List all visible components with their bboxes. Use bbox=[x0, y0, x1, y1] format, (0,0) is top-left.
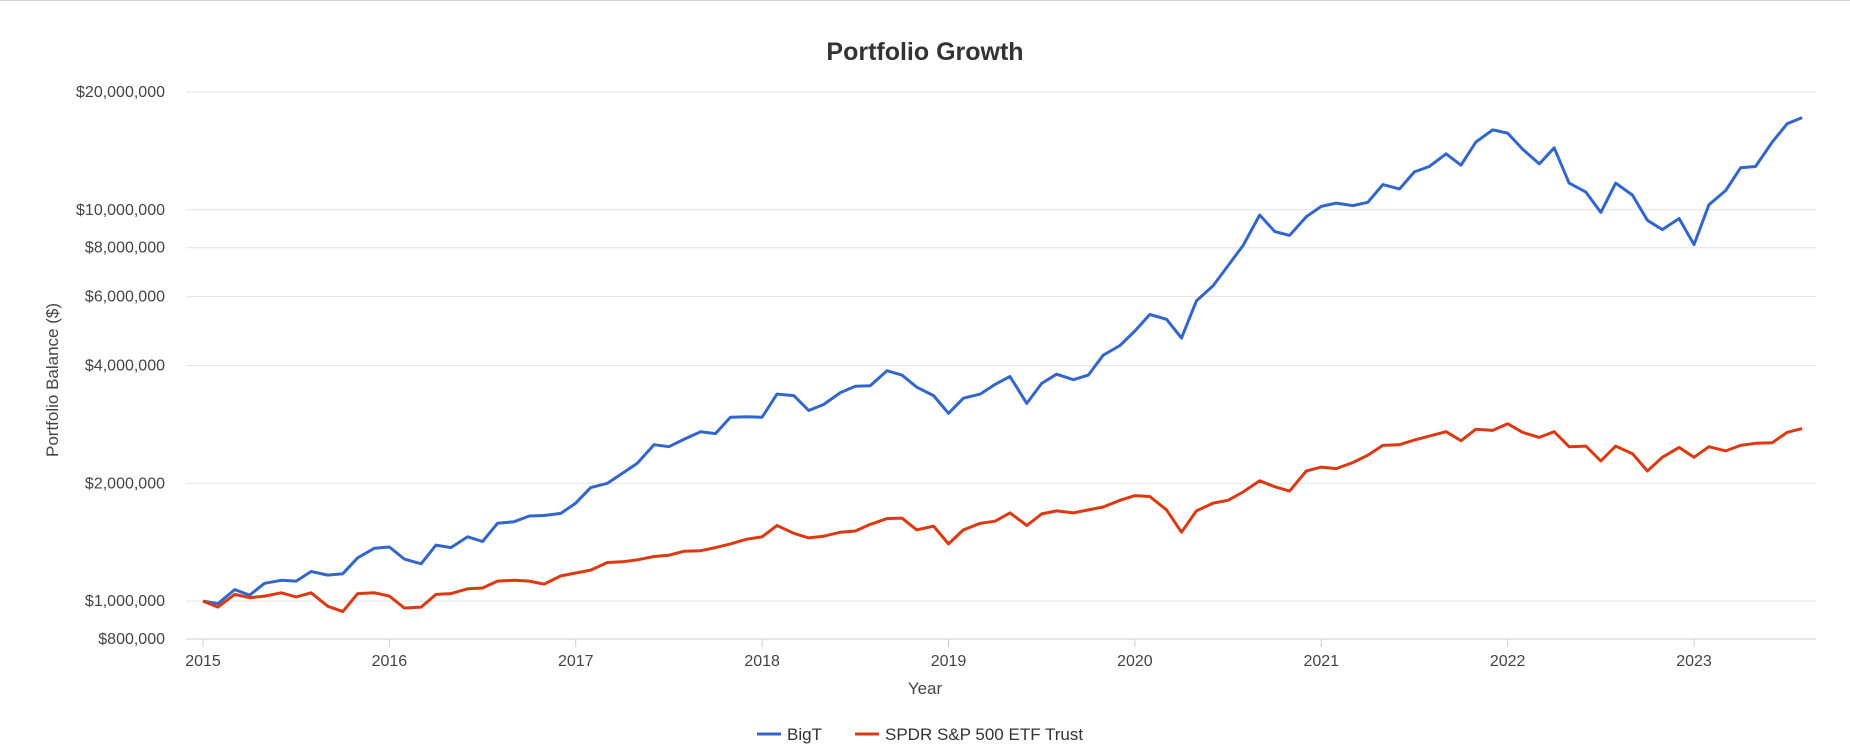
x-tick-label: 2023 bbox=[1676, 653, 1712, 670]
legend: BigT SPDR S&P 500 ETF Trust bbox=[757, 725, 1083, 744]
chart-title: Portfolio Growth bbox=[826, 38, 1023, 66]
x-tick-label: 2015 bbox=[185, 653, 221, 670]
x-tick-label: 2022 bbox=[1490, 653, 1526, 670]
series-lines bbox=[202, 116, 1803, 614]
x-tick-label: 2019 bbox=[931, 653, 967, 670]
y-axis-label: Portfolio Balance ($) bbox=[43, 303, 62, 457]
legend-item-label[interactable]: BigT bbox=[787, 725, 822, 744]
x-tick-label: 2020 bbox=[1117, 653, 1153, 670]
y-tick-label: $4,000,000 bbox=[85, 358, 165, 375]
series-line-spdr-sp500[interactable] bbox=[202, 422, 1803, 614]
grid-lines bbox=[186, 91, 1816, 640]
x-tick-label: 2018 bbox=[744, 653, 780, 670]
x-tick-label: 2021 bbox=[1303, 653, 1339, 670]
x-tick-label: 2016 bbox=[372, 653, 408, 670]
y-tick-label: $1,000,000 bbox=[85, 593, 165, 610]
x-axis-ticks: 2015 2016 2017 2018 2019 2020 2021 2022 2023 bbox=[185, 639, 1712, 670]
x-tick-label: 2017 bbox=[558, 653, 594, 670]
y-tick-label: $20,000,000 bbox=[76, 84, 165, 101]
y-tick-label: $10,000,000 bbox=[76, 202, 165, 219]
x-axis-label: Year bbox=[908, 679, 943, 698]
y-axis-ticks: $800,000 $1,000,000 $2,000,000 $4,000,000 $6… bbox=[76, 84, 165, 648]
y-tick-label: $2,000,000 bbox=[85, 475, 165, 492]
y-tick-label: $8,000,000 bbox=[85, 240, 165, 257]
series-line-bigt[interactable] bbox=[202, 116, 1803, 606]
legend-item-label[interactable]: SPDR S&P 500 ETF Trust bbox=[885, 725, 1083, 744]
y-tick-label: $800,000 bbox=[98, 631, 165, 648]
y-tick-label: $6,000,000 bbox=[85, 289, 165, 306]
